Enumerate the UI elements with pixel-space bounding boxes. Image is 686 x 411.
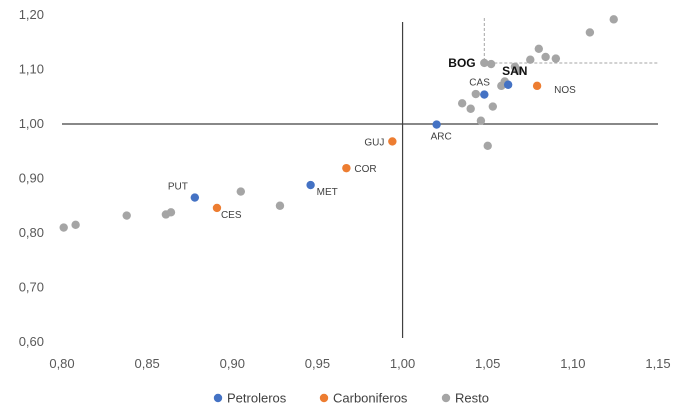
data-point-petroleros	[306, 180, 315, 190]
legend-marker	[441, 393, 451, 403]
y-tick-label: 0,60	[19, 334, 44, 349]
y-tick-label: 0,90	[19, 171, 44, 186]
data-point-resto	[476, 116, 486, 125]
data-point-resto	[609, 15, 618, 24]
y-tick-label: 0,80	[19, 225, 44, 240]
data-point-resto	[71, 220, 80, 230]
data-point-resto	[466, 104, 475, 113]
data-point-resto	[275, 201, 285, 210]
point-label: PUT	[168, 182, 188, 193]
data-point-resto	[534, 44, 543, 53]
y-tick-label: 1,00	[19, 116, 44, 131]
data-point-petroleros	[190, 193, 200, 202]
data-point-resto	[585, 28, 595, 37]
data-point-resto	[471, 89, 480, 99]
data-point-resto	[526, 55, 535, 64]
data-point-resto	[488, 102, 498, 111]
x-tick-label: 1,05	[475, 356, 500, 371]
legend-marker	[319, 393, 329, 403]
legend-label: Resto	[455, 391, 489, 406]
data-point-resto	[483, 141, 492, 150]
data-point-resto	[486, 59, 496, 69]
data-point-resto	[122, 211, 131, 220]
y-tick-label: 1,10	[19, 62, 44, 77]
point-label: SAN	[502, 64, 527, 78]
data-point-resto	[514, 66, 523, 75]
y-axis-ticks: 0,60 0,70 0,80 0,90 1,00 1,10 1,20	[19, 7, 44, 349]
legend-label: Carboniferos	[333, 391, 408, 406]
x-tick-label: 1,00	[390, 356, 415, 371]
point-label: COR	[354, 164, 376, 175]
point-label: MET	[317, 187, 338, 198]
reference-lines	[62, 18, 658, 338]
data-points	[59, 15, 618, 232]
x-tick-label: 0,90	[220, 356, 245, 371]
point-label: CAS	[469, 78, 490, 89]
data-point-carboniferos	[212, 203, 222, 213]
y-tick-label: 1,20	[19, 7, 44, 22]
data-point-carboniferos	[532, 81, 542, 91]
data-point-resto	[541, 52, 550, 62]
legend-marker	[213, 393, 223, 403]
data-point-resto	[236, 187, 245, 196]
x-tick-label: 1,10	[560, 356, 585, 371]
point-labels: BOG PUT MET ARC SAN CAS CES COR GUJ NOS	[168, 56, 576, 221]
point-label: ARC	[431, 132, 452, 143]
data-point-petroleros	[480, 90, 489, 99]
x-tick-label: 1,15	[645, 356, 670, 371]
x-tick-label: 0,85	[134, 356, 159, 371]
point-label: NOS	[554, 85, 576, 96]
data-point-resto	[59, 223, 68, 232]
data-point-resto	[551, 54, 561, 63]
x-axis-ticks: 0,80 0,85 0,90 0,95 1,00 1,05 1,10 1,15	[49, 356, 670, 371]
data-point-resto	[457, 99, 467, 108]
legend: Petroleros Carboniferos Resto	[213, 391, 489, 406]
x-tick-label: 0,95	[305, 356, 330, 371]
data-point-resto	[166, 208, 176, 217]
data-point-petroleros	[432, 120, 441, 129]
data-point-petroleros	[503, 80, 513, 89]
data-point-carboniferos	[342, 163, 351, 173]
legend-label: Petroleros	[227, 391, 287, 406]
y-tick-label: 0,70	[19, 280, 44, 295]
point-label: BOG	[448, 56, 475, 70]
x-tick-label: 0,80	[49, 356, 74, 371]
point-label: CES	[221, 210, 242, 221]
data-point-carboniferos	[388, 137, 397, 146]
point-label: GUJ	[364, 137, 384, 148]
data-point-resto	[480, 58, 489, 68]
